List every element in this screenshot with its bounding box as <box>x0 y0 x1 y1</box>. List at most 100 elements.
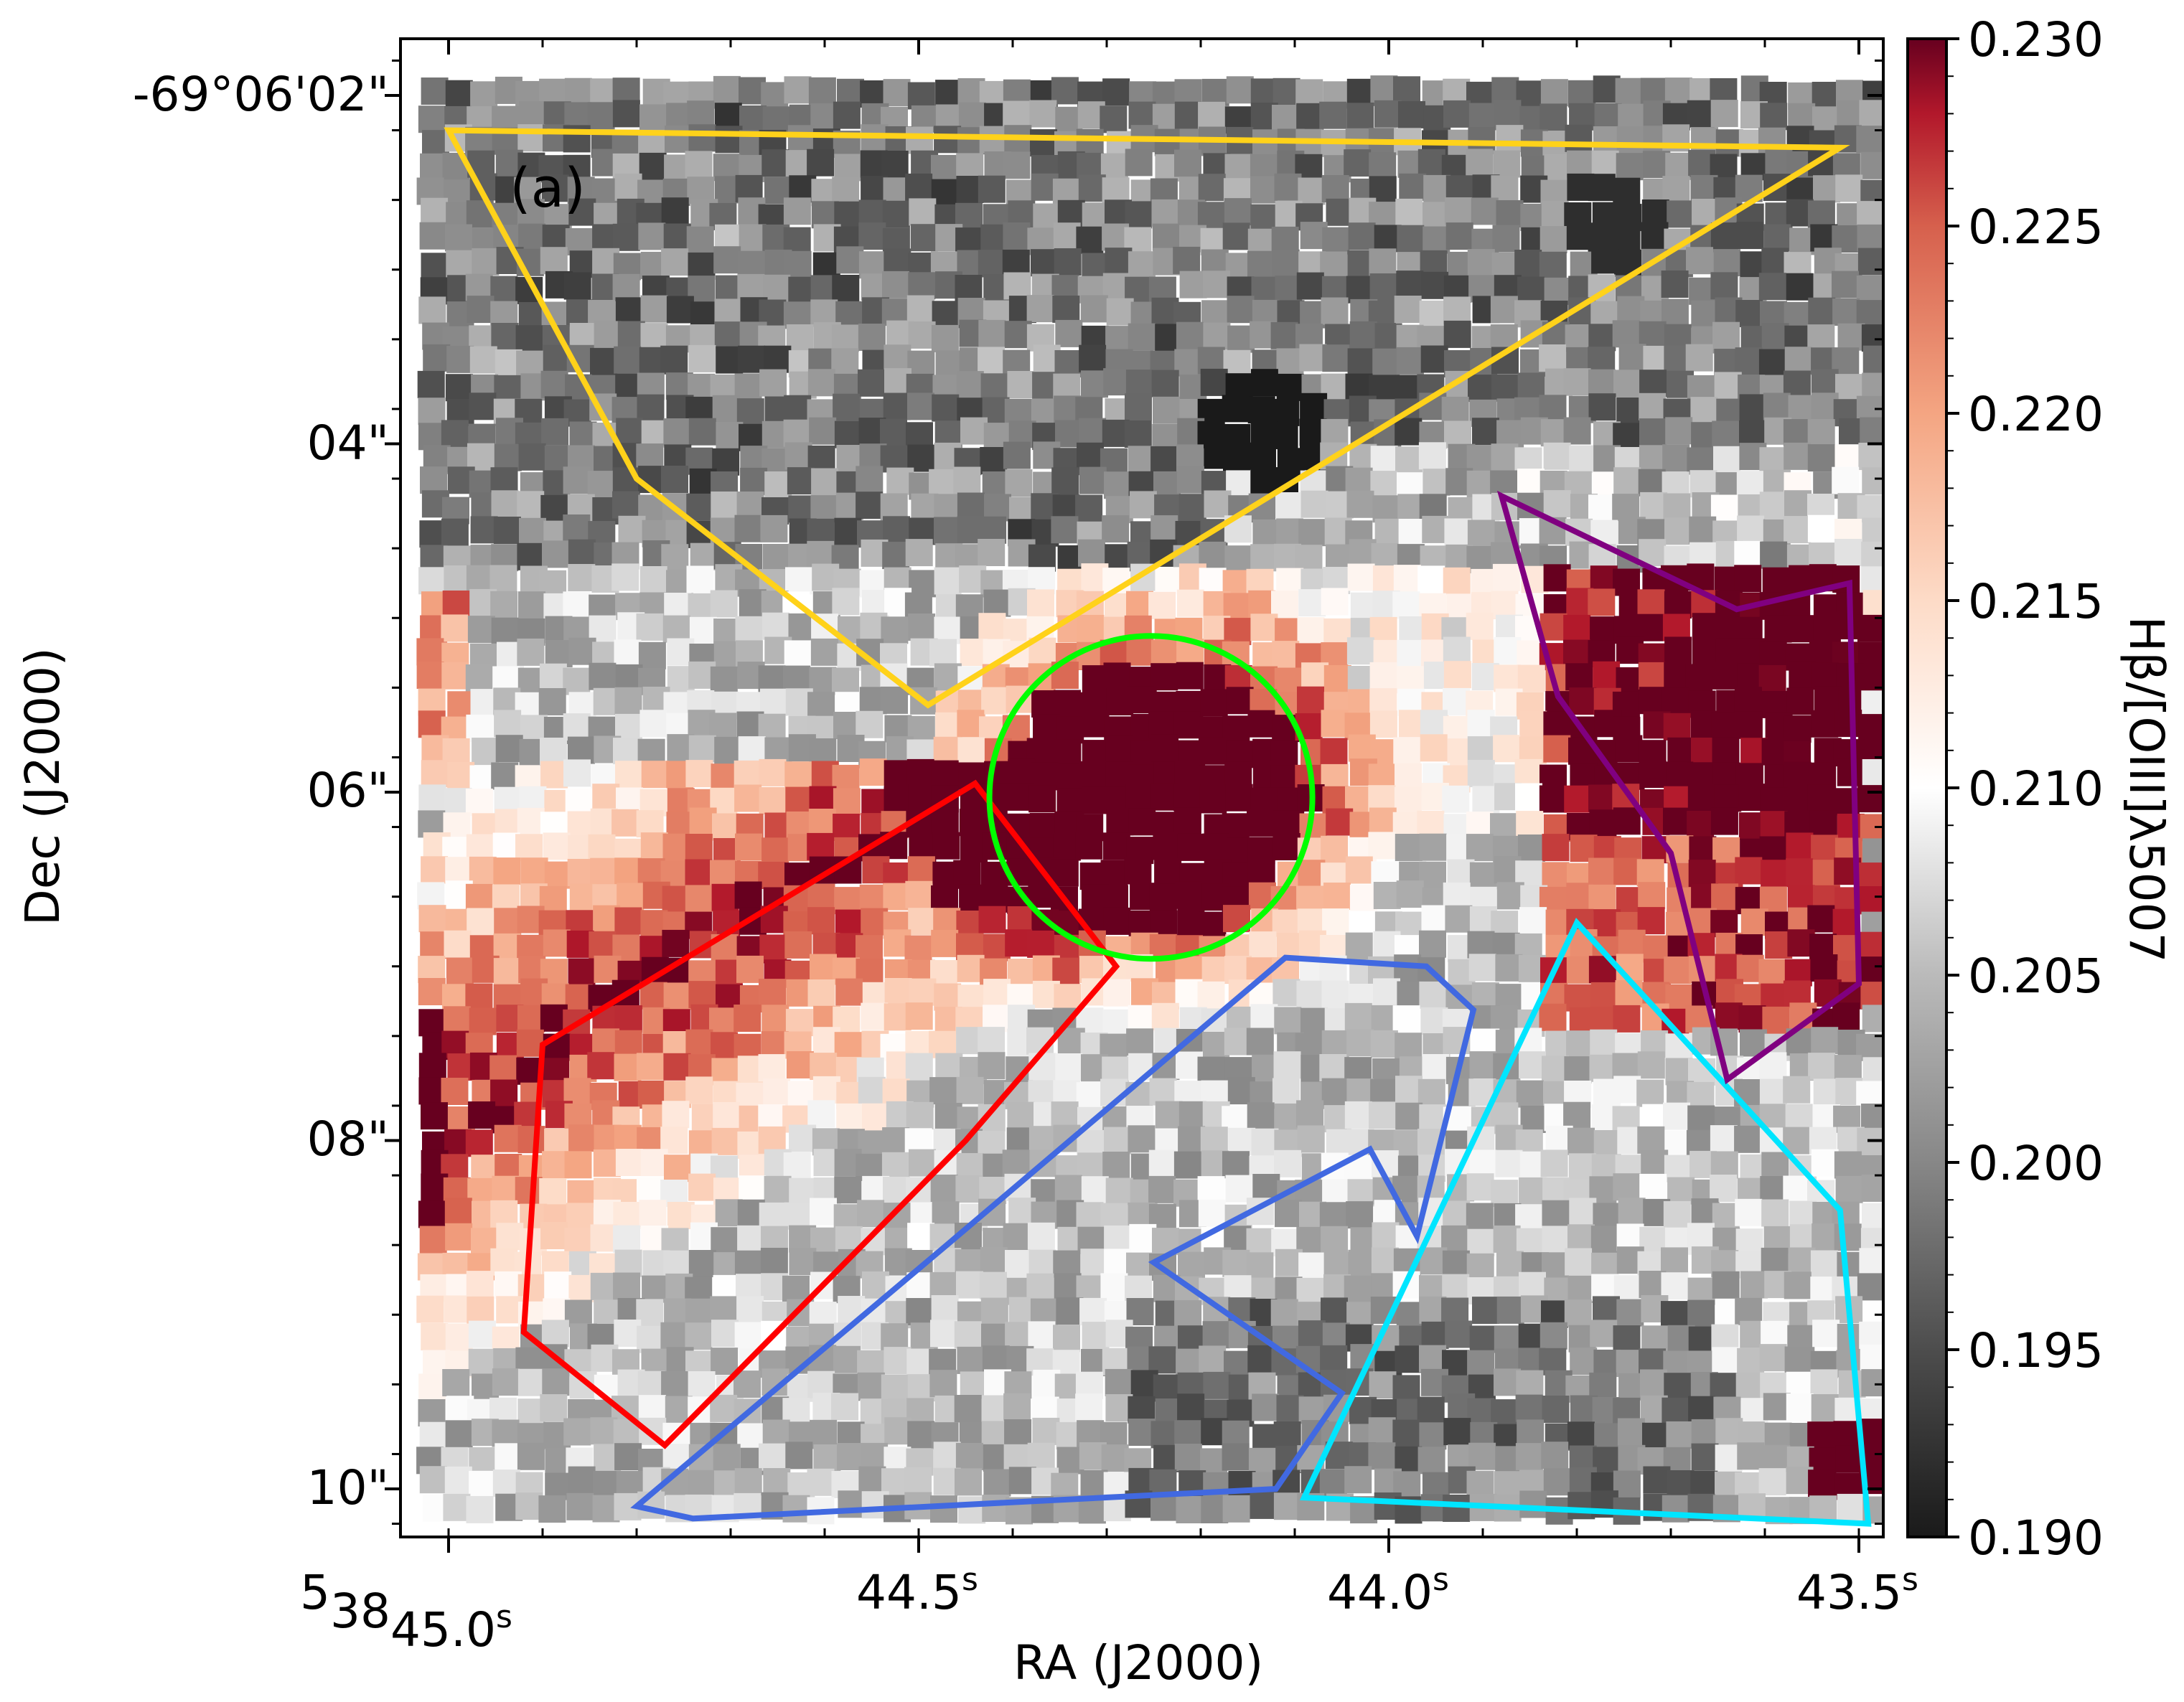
map-spaxel <box>1784 1346 1812 1374</box>
map-spaxel <box>568 1466 596 1494</box>
map-spaxel <box>494 908 522 936</box>
map-spaxel <box>907 856 935 884</box>
map-spaxel <box>685 1322 713 1350</box>
map-spaxel <box>685 760 713 788</box>
map-spaxel <box>1786 1393 1814 1421</box>
map-spaxel <box>1222 222 1250 250</box>
map-spaxel <box>1687 1299 1715 1327</box>
map-spaxel <box>1663 493 1691 521</box>
map-spaxel <box>1713 446 1740 474</box>
map-spaxel <box>1129 491 1157 519</box>
map-spaxel <box>1807 514 1835 542</box>
map-spaxel <box>418 1373 446 1401</box>
map-spaxel <box>884 978 912 1005</box>
map-spaxel <box>1251 276 1279 304</box>
map-spaxel <box>1807 784 1835 812</box>
map-spaxel <box>783 197 811 225</box>
map-spaxel <box>416 1295 444 1323</box>
map-spaxel <box>1590 982 1618 1010</box>
map-spaxel <box>445 1323 473 1351</box>
map-spaxel <box>1443 1418 1471 1446</box>
map-spaxel <box>1028 1126 1056 1154</box>
map-spaxel <box>445 857 473 885</box>
map-spaxel <box>1052 295 1080 323</box>
map-spaxel <box>740 467 768 495</box>
map-spaxel <box>809 417 837 445</box>
map-spaxel <box>1445 1320 1473 1348</box>
map-spaxel <box>1250 369 1278 397</box>
map-spaxel <box>545 640 573 668</box>
map-spaxel <box>1444 420 1471 448</box>
map-spaxel <box>1835 174 1863 202</box>
map-spaxel <box>468 1348 496 1376</box>
map-spaxel <box>955 1468 982 1496</box>
map-spaxel <box>1613 1005 1641 1033</box>
map-spaxel <box>418 1399 446 1426</box>
map-spaxel <box>1688 1396 1716 1424</box>
map-spaxel <box>1740 908 1768 936</box>
map-spaxel <box>515 325 543 353</box>
map-spaxel <box>467 908 495 936</box>
map-spaxel <box>1664 956 1692 984</box>
map-spaxel <box>688 1470 716 1498</box>
map-spaxel <box>1491 1399 1519 1427</box>
map-spaxel <box>807 540 835 568</box>
map-spaxel <box>614 1249 642 1277</box>
map-spaxel <box>737 1225 765 1253</box>
map-spaxel <box>1737 515 1765 543</box>
map-spaxel <box>1517 469 1545 497</box>
map-spaxel <box>933 736 961 764</box>
map-spaxel <box>469 346 497 374</box>
map-spaxel <box>1639 687 1667 715</box>
map-spaxel <box>1589 1054 1617 1082</box>
map-spaxel <box>1515 783 1542 811</box>
map-spaxel <box>1663 1102 1690 1130</box>
map-spaxel <box>1467 1398 1495 1426</box>
map-spaxel <box>1369 1101 1397 1129</box>
map-spaxel <box>568 198 596 226</box>
map-spaxel <box>807 369 835 397</box>
map-spaxel <box>734 514 762 542</box>
map-spaxel <box>1543 442 1571 470</box>
map-spaxel <box>1322 908 1350 936</box>
map-spaxel <box>761 149 789 177</box>
map-spaxel <box>1710 1175 1738 1202</box>
map-spaxel <box>905 173 933 201</box>
map-spaxel <box>1008 758 1036 786</box>
map-spaxel <box>611 563 639 591</box>
map-spaxel <box>1664 517 1692 545</box>
map-spaxel <box>1443 636 1471 664</box>
map-spaxel <box>1392 591 1420 619</box>
map-spaxel <box>565 788 593 816</box>
map-spaxel <box>1687 1105 1715 1133</box>
map-spaxel <box>1126 1028 1154 1056</box>
map-spaxel <box>934 494 962 522</box>
map-spaxel <box>1494 1471 1522 1499</box>
map-spaxel <box>1494 100 1522 128</box>
map-spaxel <box>1637 589 1665 617</box>
map-spaxel <box>592 1028 620 1056</box>
map-spaxel <box>1467 736 1495 764</box>
map-spaxel <box>563 667 591 695</box>
map-spaxel <box>1543 1468 1571 1496</box>
colorbar <box>1906 37 1948 1538</box>
map-spaxel <box>1588 857 1616 885</box>
map-spaxel <box>1346 1078 1374 1106</box>
colorbar-tick-label: 0.230 <box>1968 12 2104 67</box>
map-spaxel <box>1027 930 1055 958</box>
map-spaxel <box>1640 77 1668 105</box>
map-spaxel <box>1225 784 1253 812</box>
map-spaxel <box>1517 1419 1545 1447</box>
red-region <box>520 779 1120 1449</box>
map-spaxel <box>494 375 522 403</box>
map-spaxel <box>759 369 787 397</box>
map-spaxel <box>1491 77 1519 105</box>
map-spaxel <box>1468 375 1495 403</box>
map-spaxel <box>1079 418 1107 446</box>
map-spaxel <box>614 1005 642 1033</box>
map-spaxel <box>1326 808 1354 836</box>
map-spaxel <box>758 665 786 693</box>
map-spaxel <box>832 667 859 695</box>
region-overlays <box>444 127 1872 1527</box>
map-spaxel <box>1665 417 1693 445</box>
